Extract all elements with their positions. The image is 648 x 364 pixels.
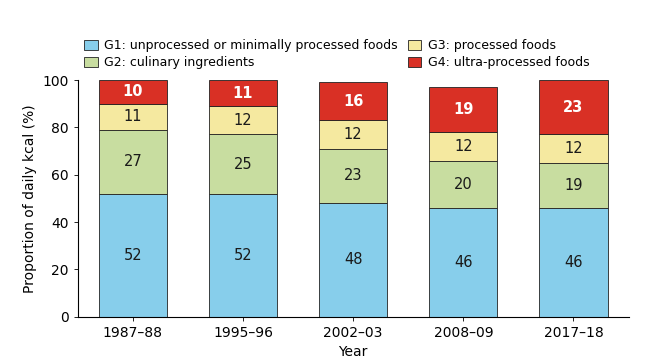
Text: 19: 19 xyxy=(453,102,474,117)
Bar xyxy=(429,132,498,161)
Bar xyxy=(98,80,167,104)
Bar xyxy=(319,82,388,120)
Bar xyxy=(319,203,388,317)
Text: 48: 48 xyxy=(344,252,362,268)
Bar xyxy=(209,80,277,106)
Text: 12: 12 xyxy=(454,139,472,154)
Bar xyxy=(98,194,167,317)
Bar xyxy=(539,80,608,134)
Bar xyxy=(209,194,277,317)
Bar xyxy=(319,149,388,203)
Bar xyxy=(98,104,167,130)
Text: 16: 16 xyxy=(343,94,364,109)
Text: 10: 10 xyxy=(122,84,143,99)
Bar xyxy=(209,106,277,134)
Bar xyxy=(319,120,388,149)
Legend: G1: unprocessed or minimally processed foods, G2: culinary ingredients, G3: proc: G1: unprocessed or minimally processed f… xyxy=(84,39,589,69)
Text: 52: 52 xyxy=(234,248,252,263)
Text: 20: 20 xyxy=(454,177,472,192)
Text: 46: 46 xyxy=(564,255,583,270)
Bar xyxy=(209,134,277,194)
Text: 12: 12 xyxy=(564,141,583,156)
Bar xyxy=(539,163,608,208)
Text: 23: 23 xyxy=(563,100,584,115)
Y-axis label: Proportion of daily kcal (%): Proportion of daily kcal (%) xyxy=(23,104,37,293)
Text: 11: 11 xyxy=(233,86,253,100)
Text: 23: 23 xyxy=(344,169,362,183)
Text: 52: 52 xyxy=(124,248,142,263)
Bar xyxy=(98,130,167,194)
Text: 12: 12 xyxy=(344,127,362,142)
Bar xyxy=(539,208,608,317)
Text: 25: 25 xyxy=(234,157,252,171)
Bar xyxy=(429,161,498,208)
Bar xyxy=(429,208,498,317)
Text: 27: 27 xyxy=(124,154,142,169)
Text: 19: 19 xyxy=(564,178,583,193)
Text: 12: 12 xyxy=(234,113,252,128)
Bar xyxy=(429,87,498,132)
X-axis label: Year: Year xyxy=(338,345,368,359)
Bar xyxy=(539,134,608,163)
Text: 46: 46 xyxy=(454,255,472,270)
Text: 11: 11 xyxy=(124,109,142,124)
